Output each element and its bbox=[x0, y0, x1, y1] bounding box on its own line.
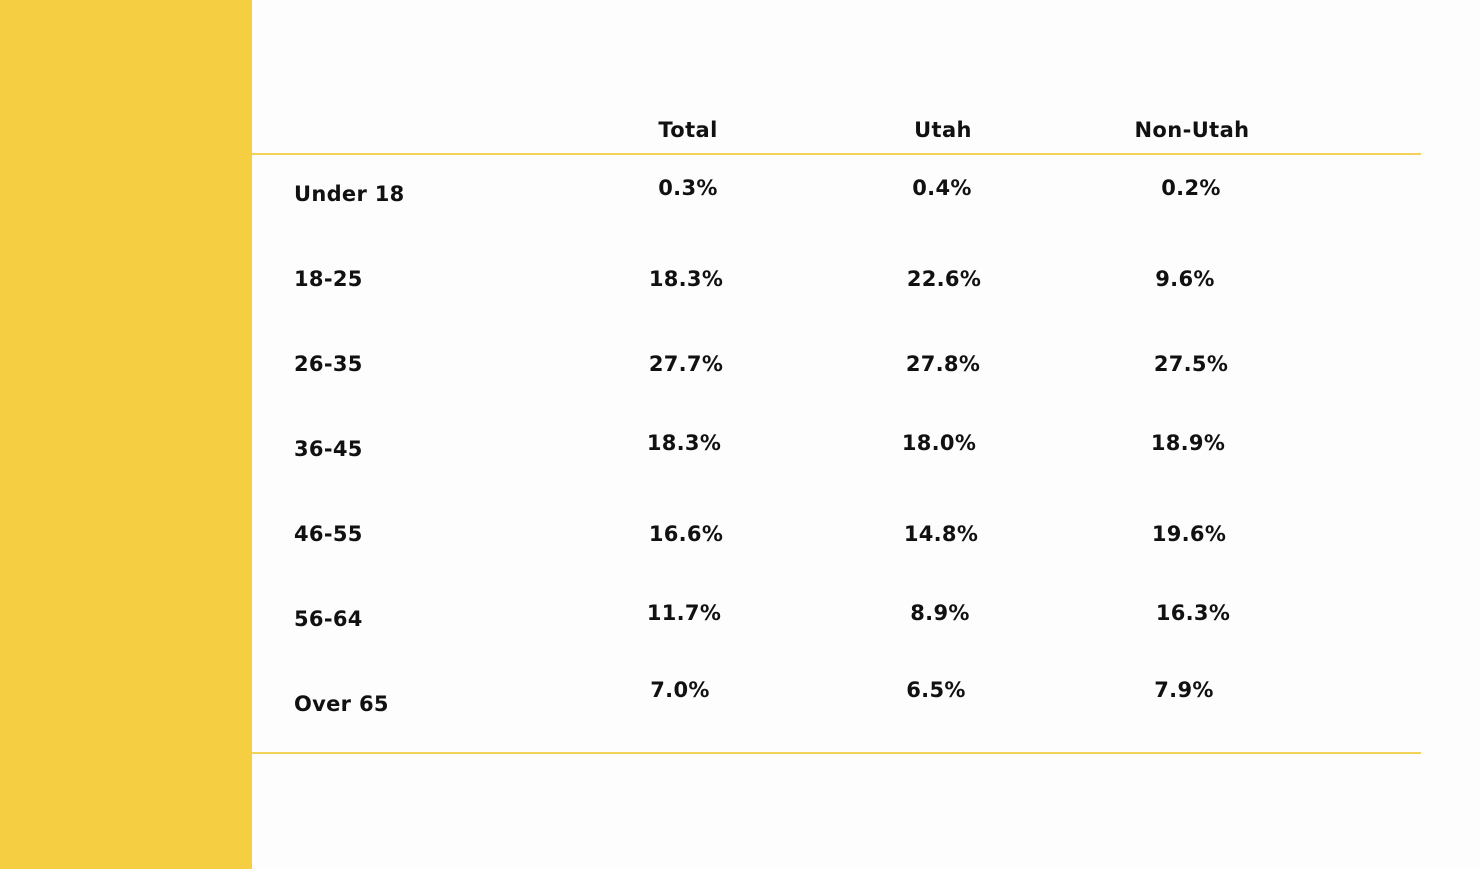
table-cell-total: 0.3% bbox=[658, 176, 718, 200]
table-cell-total: 11.7% bbox=[646, 601, 722, 625]
table-cell-total: 18.3% bbox=[646, 431, 722, 455]
column-header-utah: Utah bbox=[914, 118, 972, 142]
table-top-rule bbox=[252, 153, 1421, 155]
table-cell-utah: 0.4% bbox=[912, 176, 972, 200]
table-cell-non-utah: 7.9% bbox=[1154, 678, 1214, 702]
table-cell-utah: 8.9% bbox=[910, 601, 970, 625]
table-cell-non-utah: 16.3% bbox=[1155, 601, 1231, 625]
table-cell-non-utah: 18.9% bbox=[1150, 431, 1226, 455]
table-cell-total: 7.0% bbox=[650, 678, 710, 702]
row-label-36-45: 36-45 bbox=[294, 437, 363, 461]
row-label-18-25: 18-25 bbox=[294, 267, 363, 291]
row-label-over-65: Over 65 bbox=[294, 692, 389, 716]
table-cell-total: 16.6% bbox=[648, 522, 724, 546]
table-cell-non-utah: 9.6% bbox=[1155, 267, 1215, 291]
column-header-total: Total bbox=[658, 118, 718, 142]
column-header-non-utah: Non-Utah bbox=[1134, 118, 1250, 142]
table-cell-utah: 27.8% bbox=[905, 352, 981, 376]
table-cell-utah: 6.5% bbox=[906, 678, 966, 702]
sidebar-accent-panel bbox=[0, 0, 252, 869]
table-cell-utah: 22.6% bbox=[906, 267, 982, 291]
table-cell-total: 18.3% bbox=[648, 267, 724, 291]
table-cell-non-utah: 0.2% bbox=[1161, 176, 1221, 200]
table-bottom-rule bbox=[252, 752, 1421, 754]
row-label-56-64: 56-64 bbox=[294, 607, 363, 631]
row-label-46-55: 46-55 bbox=[294, 522, 363, 546]
table-cell-utah: 18.0% bbox=[901, 431, 977, 455]
table-cell-non-utah: 19.6% bbox=[1151, 522, 1227, 546]
table-cell-total: 27.7% bbox=[648, 352, 724, 376]
row-label-under-18: Under 18 bbox=[294, 182, 405, 206]
table-cell-utah: 14.8% bbox=[903, 522, 979, 546]
row-label-26-35: 26-35 bbox=[294, 352, 363, 376]
table-cell-non-utah: 27.5% bbox=[1153, 352, 1229, 376]
